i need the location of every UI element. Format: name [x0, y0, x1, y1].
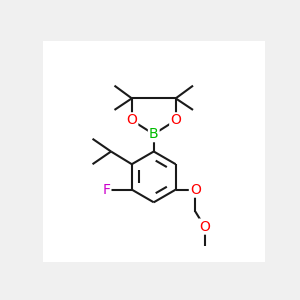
- Text: O: O: [126, 113, 137, 127]
- Text: B: B: [149, 127, 159, 141]
- FancyBboxPatch shape: [43, 40, 265, 262]
- Text: O: O: [170, 113, 181, 127]
- Text: O: O: [199, 220, 210, 234]
- Text: F: F: [102, 183, 110, 196]
- Text: O: O: [190, 183, 201, 196]
